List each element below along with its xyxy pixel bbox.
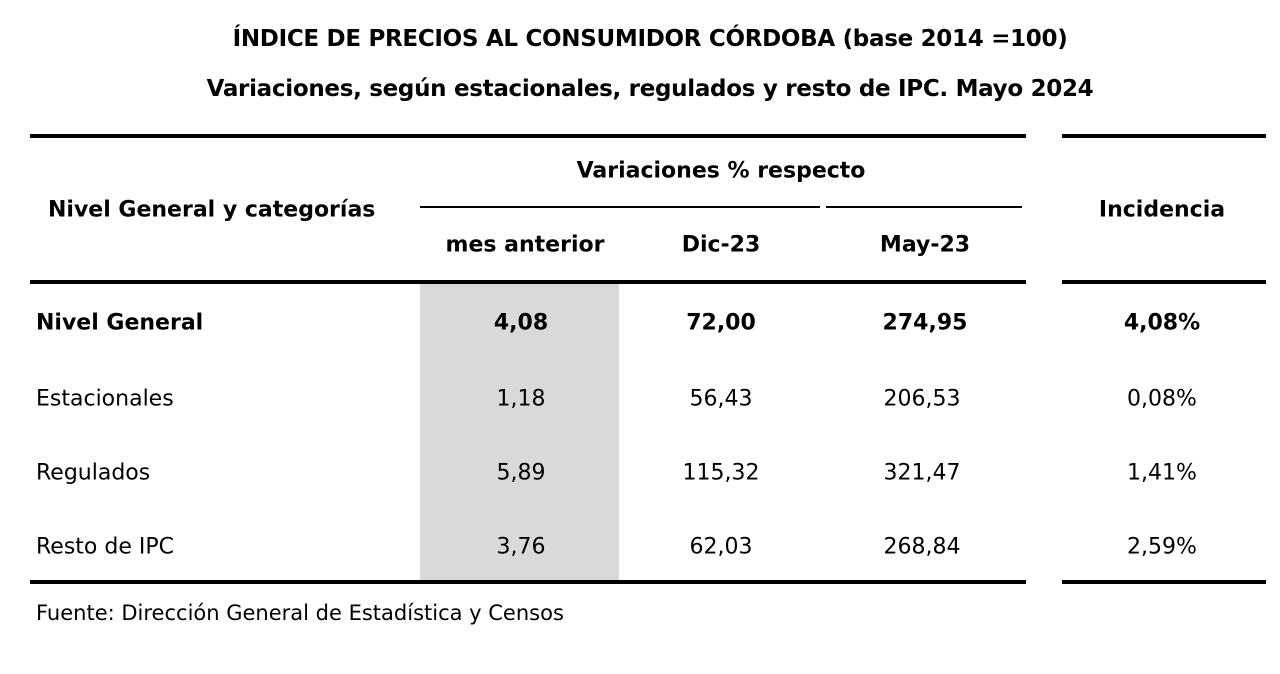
cell-value: 268,84 bbox=[883, 534, 961, 560]
header-col-may23: May-23 bbox=[879, 232, 971, 258]
cell-value: 1,18 bbox=[496, 386, 546, 412]
top-rule-main bbox=[30, 134, 1026, 138]
group-underline-right bbox=[826, 206, 1022, 208]
header-rule-incidence bbox=[1062, 280, 1266, 284]
header-col-mes-anterior: mes anterior bbox=[445, 232, 605, 258]
header-category: Nivel General y categorías bbox=[48, 197, 376, 223]
cell-incidence: 2,59% bbox=[1127, 534, 1197, 560]
header-group: Variaciones % respecto bbox=[576, 158, 866, 184]
cell-value: 274,95 bbox=[882, 310, 968, 336]
table-title: ÍNDICE DE PRECIOS AL CONSUMIDOR CÓRDOBA … bbox=[232, 26, 1068, 52]
cell-value: 72,00 bbox=[686, 310, 756, 336]
header-incidence: Incidencia bbox=[1098, 197, 1226, 223]
bottom-rule-incidence bbox=[1062, 580, 1266, 584]
header-rule-main bbox=[30, 280, 1026, 284]
source-note: Fuente: Dirección General de Estadística… bbox=[36, 601, 564, 625]
cell-incidence: 4,08% bbox=[1123, 310, 1201, 336]
group-underline-left bbox=[420, 206, 820, 208]
row-label-nivel-general: Nivel General bbox=[36, 310, 204, 336]
cell-value: 5,89 bbox=[496, 460, 546, 486]
cell-value: 206,53 bbox=[883, 386, 961, 412]
row-label-estacionales: Estacionales bbox=[36, 386, 174, 412]
cell-value: 4,08 bbox=[493, 310, 549, 336]
cell-value: 62,03 bbox=[689, 534, 753, 560]
highlight-column bbox=[420, 284, 619, 580]
cell-incidence: 1,41% bbox=[1127, 460, 1197, 486]
bottom-rule-main bbox=[30, 580, 1026, 584]
header-col-dic23: Dic-23 bbox=[681, 232, 761, 258]
cell-value: 56,43 bbox=[689, 386, 753, 412]
cell-value: 3,76 bbox=[496, 534, 546, 560]
row-label-regulados: Regulados bbox=[36, 460, 151, 486]
cell-value: 321,47 bbox=[883, 460, 961, 486]
top-rule-incidence bbox=[1062, 134, 1266, 138]
cell-incidence: 0,08% bbox=[1127, 386, 1197, 412]
cell-value: 115,32 bbox=[682, 460, 760, 486]
row-label-resto-ipc: Resto de IPC bbox=[36, 534, 174, 560]
table-subtitle: Variaciones, según estacionales, regulad… bbox=[206, 76, 1094, 102]
